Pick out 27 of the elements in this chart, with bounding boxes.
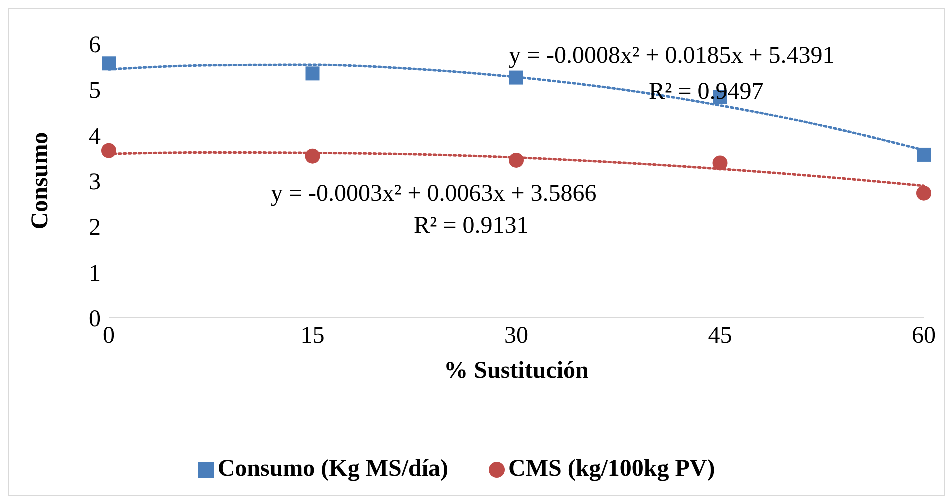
point bbox=[916, 186, 932, 201]
legend-label: Consumo (Kg MS/día) bbox=[218, 456, 449, 482]
x-tick-label: 60 bbox=[912, 323, 936, 350]
y-tick-label: 0 bbox=[89, 306, 101, 333]
x-tick-label: 30 bbox=[504, 323, 528, 350]
y-tick-label: 6 bbox=[89, 32, 101, 59]
annotation: R² = 0.9131 bbox=[414, 213, 529, 240]
annotation: y = -0.0008x² + 0.0185x + 5.4391 bbox=[509, 43, 835, 70]
point bbox=[102, 143, 116, 158]
x-tick-label: 45 bbox=[708, 323, 732, 350]
point bbox=[509, 152, 524, 168]
y-axis-title: Consumo bbox=[28, 132, 54, 230]
y-tick-label: 1 bbox=[89, 260, 101, 287]
annotation: y = -0.0003x² + 0.0063x + 3.5866 bbox=[271, 181, 597, 208]
x-axis-title: % Sustitución bbox=[444, 358, 589, 384]
y-tick-label: 4 bbox=[89, 124, 101, 150]
point bbox=[712, 156, 728, 171]
point bbox=[305, 148, 320, 164]
y-tick-label: 2 bbox=[89, 215, 101, 242]
point bbox=[510, 70, 524, 85]
y-tick-label: 5 bbox=[89, 78, 101, 104]
point bbox=[306, 66, 320, 81]
y-tick-label: 3 bbox=[89, 170, 101, 196]
point bbox=[102, 56, 116, 71]
point bbox=[917, 148, 931, 162]
x-tick-label: 15 bbox=[300, 323, 325, 350]
legend-label: CMS (kg/100kg PV) bbox=[508, 456, 716, 482]
